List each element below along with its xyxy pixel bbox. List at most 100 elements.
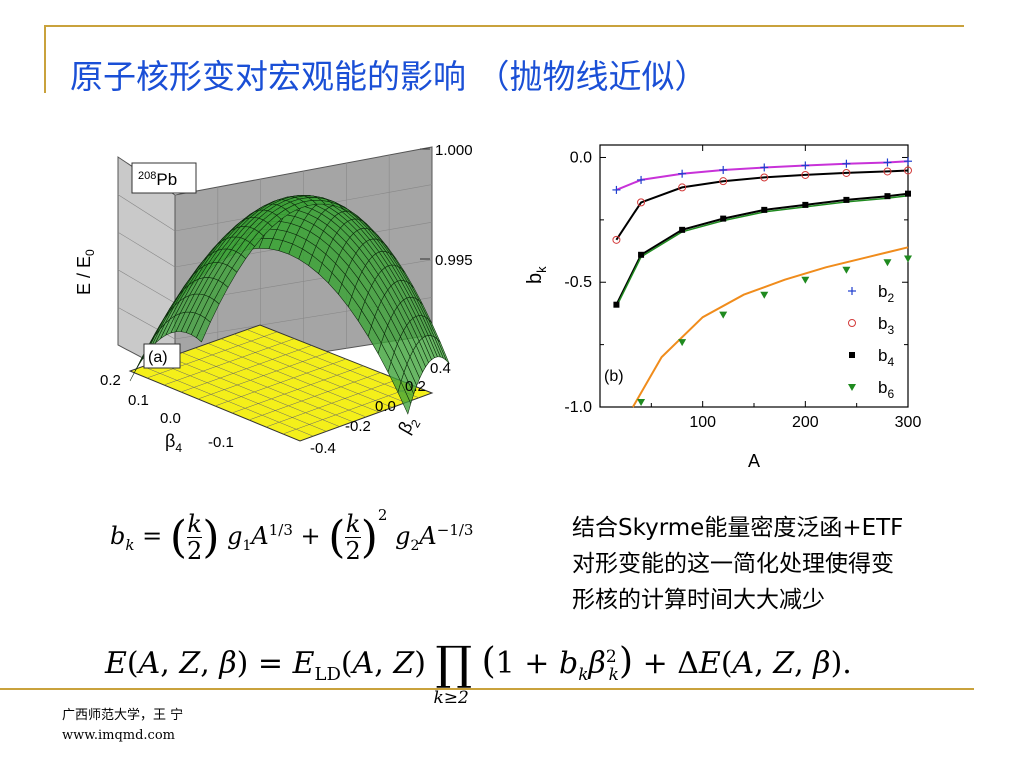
data-point-b2 <box>842 159 851 168</box>
x-tick-label: 300 <box>895 414 922 431</box>
data-point-b3 <box>883 167 892 176</box>
plot-area <box>599 144 909 408</box>
nucleus-label: 208Pb <box>138 170 177 189</box>
data-point-b3 <box>637 198 646 207</box>
data-point-b4 <box>613 301 620 308</box>
panel-a-label-box <box>143 343 181 369</box>
data-point-b6 <box>842 266 851 274</box>
floor-plane <box>128 324 434 442</box>
legend-marker-b3 <box>848 319 856 327</box>
x-tick-label: 0.2 <box>100 372 121 389</box>
data-point-b4 <box>843 196 850 203</box>
legend-marker-b4 <box>849 352 855 358</box>
data-point-b2 <box>801 161 810 170</box>
floor-grid-line <box>231 365 364 414</box>
energy-formula: E(A, Z, β) = ELD(A, Z) ∏ k≥2 (1 + bkβ2k) … <box>105 636 852 708</box>
data-point-b6 <box>678 339 687 347</box>
x-axis-label: β4 <box>165 431 182 455</box>
data-point-b6 <box>719 311 728 319</box>
data-point-b4 <box>720 215 727 222</box>
y-tick-label: -0.4 <box>310 440 336 457</box>
data-point-b2 <box>678 169 687 178</box>
x-axis-label: A <box>748 451 760 471</box>
y-tick-label: 0.2 <box>405 378 426 395</box>
data-point-b2 <box>719 165 728 174</box>
y-tick-label: 0.0 <box>570 149 592 166</box>
x-tick-label: 200 <box>792 414 819 431</box>
floor-grid-line <box>248 372 381 421</box>
floor-grid <box>142 329 419 437</box>
legend-marker-b6 <box>848 384 856 391</box>
data-point-b3 <box>842 168 851 177</box>
y-tick-label: -0.2 <box>345 418 371 435</box>
z-tick-label: 0.995 <box>435 252 473 269</box>
y-tick-label: -0.5 <box>564 274 592 291</box>
y-tick-label: -1.0 <box>564 399 592 416</box>
x-tick-label: 0.1 <box>128 392 149 409</box>
z-axis-label: E / E0 <box>74 249 97 295</box>
top-rule <box>44 25 964 27</box>
floor-grid-line <box>233 333 406 403</box>
legend-marker-b2 <box>848 287 856 295</box>
panel-b-label: (b) <box>604 368 624 385</box>
data-point-b3 <box>612 235 621 244</box>
bk-formula: bk = (k 2) g1A1/3 + (k 2)2 g2A−1/3 <box>110 506 474 565</box>
footer: 广西师范大学，王 宁 www.imqmd.com <box>62 706 183 746</box>
data-point-b4 <box>638 251 645 258</box>
x-tick-label: 100 <box>689 414 716 431</box>
data-point-b3 <box>904 166 912 175</box>
data-point-b2 <box>904 157 912 166</box>
wall-grid-line <box>117 194 176 232</box>
fit-line <box>632 246 909 408</box>
data-point-b4 <box>679 226 686 233</box>
data-point-b3 <box>801 170 810 179</box>
floor-grid-line <box>220 338 393 408</box>
data-point-b3 <box>719 177 728 186</box>
bottom-rule <box>0 688 974 690</box>
data-point-b2 <box>637 175 646 184</box>
z-tick-label: 1.000 <box>435 142 473 159</box>
y-axis-label: bk <box>524 266 549 284</box>
left-rule <box>44 25 46 93</box>
data-point-b4 <box>884 193 891 200</box>
note-text: 结合Skyrme能量密度泛函+ETF 对形变能的这一简化处理使得变 形核的计算时… <box>572 510 972 618</box>
surface-cell <box>437 339 450 365</box>
y-tick-label: 0.4 <box>430 360 451 377</box>
footer-affiliation: 广西师范大学，王 宁 <box>62 708 184 723</box>
data-point-b6 <box>904 255 912 263</box>
note-line-3: 形核的计算时间大大减少 <box>572 587 825 613</box>
floor-grid-line <box>194 347 367 418</box>
x-tick-label: -0.1 <box>208 434 234 451</box>
data-point-b6 <box>637 399 646 407</box>
fit-line <box>615 169 909 241</box>
panel-a-label: (a) <box>148 349 168 366</box>
data-point-b4 <box>802 201 809 208</box>
data-point-b6 <box>883 259 892 267</box>
wall-grid-line <box>117 269 176 304</box>
wall-grid-line <box>117 231 176 268</box>
data-point-b6 <box>801 276 810 284</box>
floor-grid-line <box>265 379 398 428</box>
floor-grid-line <box>207 343 380 413</box>
note-line-2: 对形变能的这一简化处理使得变 <box>572 551 894 577</box>
floor-grid-line <box>246 329 419 399</box>
y-axis-label: β2 <box>394 412 423 439</box>
data-point-b3 <box>760 173 769 182</box>
floor-grid-line <box>282 385 415 435</box>
data-point-b4 <box>905 190 911 197</box>
nucleus-label-box <box>131 162 197 194</box>
energy-surface <box>129 195 450 415</box>
slide-title: 原子核形变对宏观能的影响 （抛物线近似） <box>70 57 708 96</box>
data-point-b2 <box>612 185 621 194</box>
data-point-b6 <box>760 291 769 299</box>
data-point-b3 <box>678 183 687 192</box>
data-point-b2 <box>883 158 892 167</box>
data-point-b4 <box>761 206 768 213</box>
note-line-1: 结合Skyrme能量密度泛函+ETF <box>572 515 904 541</box>
data-point-b2 <box>760 163 769 172</box>
y-tick-label: 0.0 <box>375 398 396 415</box>
footer-url: www.imqmd.com <box>62 728 175 743</box>
x-tick-label: 0.0 <box>160 410 181 427</box>
